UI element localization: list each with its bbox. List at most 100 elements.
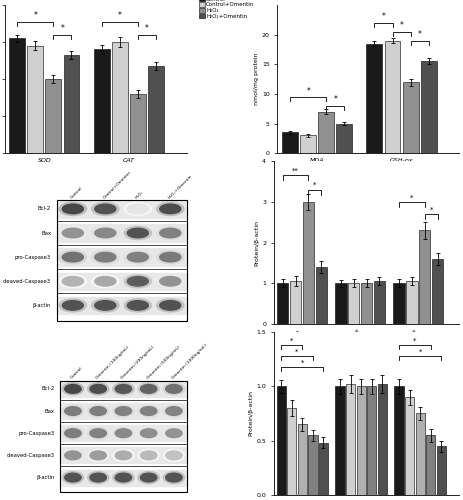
Ellipse shape [94, 276, 116, 286]
Bar [384, 40, 400, 153]
Bar [425, 435, 435, 495]
Text: *: * [417, 30, 421, 39]
Ellipse shape [127, 228, 148, 238]
Ellipse shape [65, 473, 81, 482]
Text: cleaved-Caspase3: cleaved-Caspase3 [7, 453, 55, 458]
Text: Omentin (200ng/mL): Omentin (200ng/mL) [120, 345, 155, 380]
Text: *: * [306, 86, 309, 96]
Y-axis label: Protein/β-actin: Protein/β-actin [254, 220, 259, 266]
Ellipse shape [165, 406, 181, 416]
Ellipse shape [115, 473, 131, 482]
Ellipse shape [165, 384, 181, 394]
Text: Control: Control [70, 186, 84, 200]
Bar [112, 42, 127, 153]
Bar [130, 94, 145, 153]
Text: *: * [409, 194, 413, 200]
Ellipse shape [138, 427, 159, 440]
Ellipse shape [59, 250, 87, 264]
Ellipse shape [65, 451, 81, 460]
Bar [347, 284, 359, 324]
Bar [60, 381, 186, 492]
Ellipse shape [140, 406, 156, 416]
Ellipse shape [65, 406, 81, 416]
Ellipse shape [138, 472, 159, 484]
Ellipse shape [159, 204, 181, 214]
Ellipse shape [62, 204, 83, 214]
Text: H₂O₂: H₂O₂ [135, 190, 144, 200]
Ellipse shape [91, 250, 119, 264]
Bar [394, 386, 403, 495]
Text: *: * [418, 348, 421, 354]
Ellipse shape [94, 252, 116, 262]
Ellipse shape [113, 382, 134, 395]
Text: *: * [332, 96, 337, 104]
Ellipse shape [159, 276, 181, 286]
Ellipse shape [90, 429, 106, 438]
Bar [94, 50, 109, 153]
Ellipse shape [62, 472, 83, 484]
Text: *: * [118, 12, 121, 20]
Ellipse shape [59, 226, 87, 239]
Ellipse shape [156, 274, 184, 288]
Text: Control: Control [70, 366, 84, 380]
Ellipse shape [163, 472, 184, 484]
Text: *: * [313, 182, 316, 188]
Ellipse shape [124, 298, 151, 312]
Bar [318, 443, 327, 495]
Ellipse shape [127, 252, 148, 262]
Bar [60, 448, 186, 464]
Bar [418, 230, 430, 324]
Bar [402, 82, 418, 153]
Text: *: * [144, 24, 149, 34]
Y-axis label: Protein/β-actin: Protein/β-actin [248, 390, 253, 436]
Bar [415, 414, 424, 495]
Text: **: ** [292, 168, 298, 174]
Ellipse shape [113, 405, 134, 417]
Ellipse shape [88, 449, 109, 462]
Text: Control+Omentin: Control+Omentin [102, 170, 132, 200]
Ellipse shape [115, 406, 131, 416]
Text: *: * [294, 348, 298, 354]
Text: Omentin (500ng/mL): Omentin (500ng/mL) [145, 345, 181, 380]
Ellipse shape [140, 451, 156, 460]
Bar [148, 66, 163, 153]
Text: *: * [399, 22, 403, 30]
Ellipse shape [138, 405, 159, 417]
Ellipse shape [156, 202, 184, 215]
Bar [282, 132, 297, 153]
Text: Omentin (100ng/mL): Omentin (100ng/mL) [95, 345, 130, 380]
Ellipse shape [163, 427, 184, 440]
Bar [9, 38, 25, 153]
Ellipse shape [94, 228, 116, 238]
Ellipse shape [140, 429, 156, 438]
Bar [307, 435, 317, 495]
Bar [56, 272, 186, 290]
Bar [287, 408, 296, 495]
Ellipse shape [156, 226, 184, 239]
Ellipse shape [91, 202, 119, 215]
Text: *: * [300, 360, 303, 366]
Ellipse shape [65, 384, 81, 394]
Bar [436, 446, 445, 495]
Ellipse shape [88, 427, 109, 440]
Ellipse shape [127, 276, 148, 286]
Ellipse shape [90, 473, 106, 482]
Bar [406, 282, 417, 324]
Ellipse shape [113, 472, 134, 484]
Text: *: * [60, 24, 64, 34]
Bar [56, 296, 186, 314]
Text: H₂O₂+Omentin: H₂O₂+Omentin [167, 174, 193, 200]
Ellipse shape [127, 300, 148, 310]
Text: Bcl-2: Bcl-2 [38, 206, 51, 212]
Text: Bcl-2: Bcl-2 [41, 386, 55, 392]
Ellipse shape [124, 274, 151, 288]
Bar [27, 46, 43, 153]
Ellipse shape [163, 449, 184, 462]
Bar [335, 284, 346, 324]
Bar [45, 79, 61, 153]
Bar [60, 403, 186, 419]
Bar [366, 386, 375, 495]
Bar [420, 62, 436, 153]
Ellipse shape [138, 449, 159, 462]
Text: *: * [381, 12, 385, 22]
